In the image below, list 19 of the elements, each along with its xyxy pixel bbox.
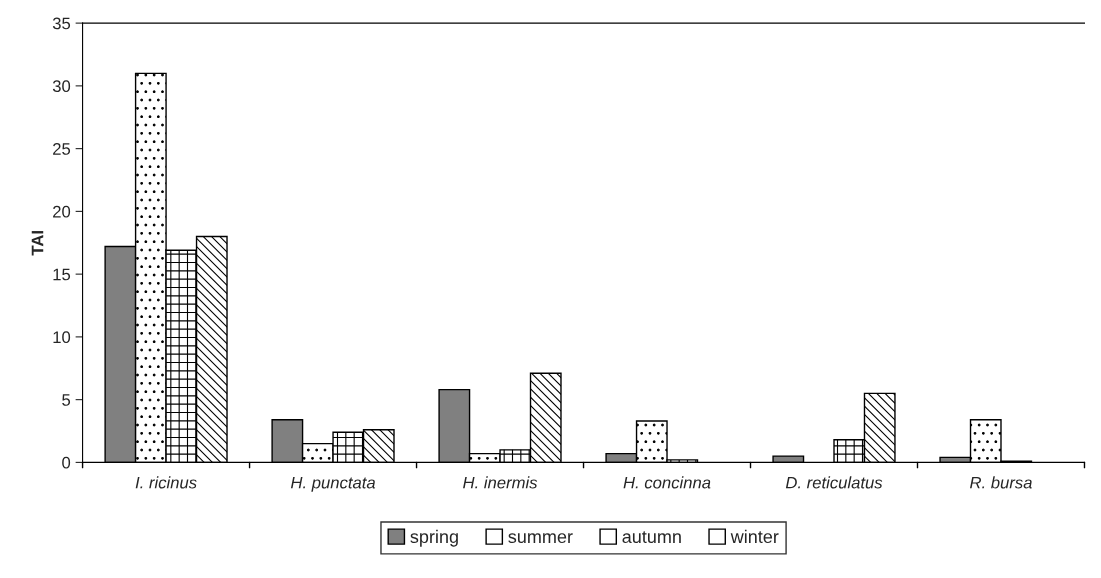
legend-label: spring [410, 529, 458, 547]
x-tick-label: H. punctata [290, 476, 376, 492]
y-axis-title: TAI [31, 231, 44, 256]
x-tick-label: H. concinna [623, 476, 711, 489]
legend-label: autumn [622, 531, 681, 544]
y-tick-label: 0 [62, 456, 71, 469]
x-tick-label: R. bursa [970, 476, 1032, 489]
y-tick-label: 25 [53, 143, 71, 155]
x-tick-label: D. reticulatus [785, 476, 883, 489]
legend-label: summer [508, 533, 573, 544]
legend-label: winter [730, 529, 779, 544]
y-tick-label: 35 [52, 17, 71, 30]
y-tick-label: 15 [53, 268, 71, 281]
y-tick-label: 10 [53, 331, 71, 344]
x-tick-label: H. inermis [463, 476, 538, 489]
y-tick-label: 30 [52, 80, 71, 93]
y-tick-label: 20 [53, 205, 71, 218]
x-tick-label: I. ricinus [135, 476, 197, 489]
y-tick-label: 5 [62, 394, 71, 406]
